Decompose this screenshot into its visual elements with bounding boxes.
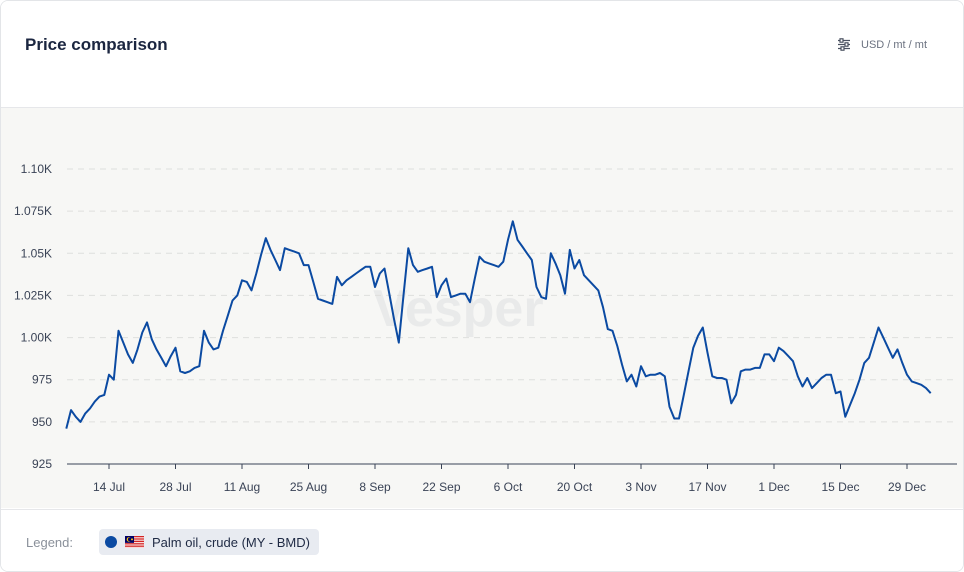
y-tick-label: 1.025K (14, 288, 52, 302)
legend-bar: Legend: Palm oil, crude (MY - BMD) (1, 509, 963, 571)
sliders-icon[interactable] (837, 38, 851, 51)
legend-item-palm-oil[interactable]: Palm oil, crude (MY - BMD) (99, 529, 319, 555)
y-tick-label: 1.00K (21, 331, 52, 345)
card-header: Price comparison USD / mt / mt (1, 1, 963, 108)
watermark: Vesper (373, 280, 544, 338)
x-tick-label: 15 Dec (821, 480, 859, 494)
y-tick-label: 1.10K (21, 162, 52, 176)
x-tick-label: 25 Aug (290, 480, 327, 494)
legend-item-label[interactable]: Palm oil, crude (MY - BMD) (152, 534, 310, 550)
y-tick-label: 975 (32, 373, 52, 387)
y-tick-label: 925 (32, 457, 52, 471)
x-tick-label: 17 Nov (688, 480, 726, 494)
x-tick-label: 1 Dec (758, 480, 789, 494)
unit-label[interactable]: USD / mt / mt (861, 38, 927, 51)
x-tick-label: 11 Aug (224, 480, 260, 494)
legend-label: Legend: (26, 535, 73, 550)
legend-color-dot (105, 536, 117, 548)
malaysia-flag-icon (125, 536, 144, 548)
y-tick-label: 1.075K (14, 204, 52, 218)
page-title: Price comparison (25, 35, 168, 54)
x-tick-label: 28 Jul (159, 480, 191, 494)
series-line-palm-oil (65, 220, 932, 429)
y-tick-label: 1.05K (21, 246, 52, 260)
x-tick-label: 14 Jul (93, 480, 125, 494)
x-tick-label: 8 Sep (359, 480, 391, 494)
chart-area: Vesper 925 950 975 1.00K 1.025K 1.05K 1.075K 1.1… (1, 108, 963, 508)
x-tick-label: 3 Nov (625, 480, 656, 494)
x-tick-label: 22 Sep (422, 480, 460, 494)
y-tick-label: 950 (32, 415, 52, 429)
x-tick-label: 20 Oct (557, 480, 593, 494)
unit-selector[interactable]: USD / mt / mt (837, 38, 927, 51)
x-tick-label: 29 Dec (888, 480, 926, 494)
price-line-chart: Vesper 925 950 975 1.00K 1.025K 1.05K 1.075K 1.1… (14, 162, 957, 494)
x-tick-label: 6 Oct (494, 480, 523, 494)
